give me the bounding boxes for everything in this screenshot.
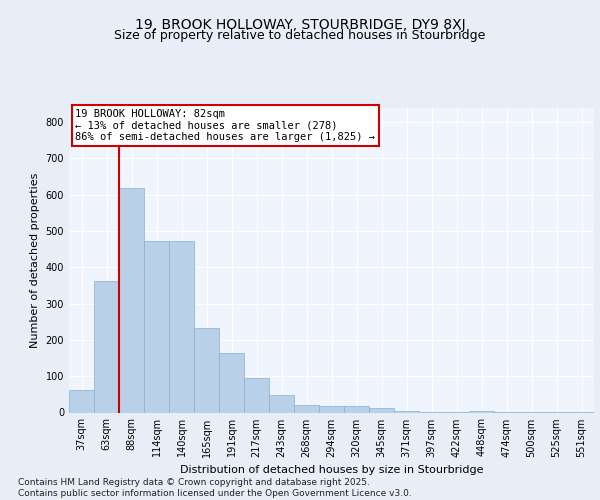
Text: 19 BROOK HOLLOWAY: 82sqm
← 13% of detached houses are smaller (278)
86% of semi-: 19 BROOK HOLLOWAY: 82sqm ← 13% of detach… (76, 109, 376, 142)
Bar (344, 406, 369, 412)
Text: 19, BROOK HOLLOWAY, STOURBRIDGE, DY9 8XJ: 19, BROOK HOLLOWAY, STOURBRIDGE, DY9 8XJ (134, 18, 466, 32)
Bar (469, 410, 494, 412)
Bar (194, 328, 219, 412)
Bar (294, 404, 319, 412)
Text: Contains HM Land Registry data © Crown copyright and database right 2025.
Contai: Contains HM Land Registry data © Crown c… (18, 478, 412, 498)
Bar (219, 354, 244, 412)
Bar (244, 378, 269, 412)
Bar (319, 406, 344, 412)
Bar (169, 241, 194, 412)
Text: Size of property relative to detached houses in Stourbridge: Size of property relative to detached ho… (115, 29, 485, 42)
Bar (369, 408, 394, 412)
Bar (144, 241, 169, 412)
Bar (119, 188, 144, 412)
X-axis label: Distribution of detached houses by size in Stourbridge: Distribution of detached houses by size … (180, 465, 483, 475)
Bar (269, 395, 294, 412)
Bar (69, 390, 94, 412)
Y-axis label: Number of detached properties: Number of detached properties (30, 172, 40, 348)
Bar (94, 281, 119, 412)
